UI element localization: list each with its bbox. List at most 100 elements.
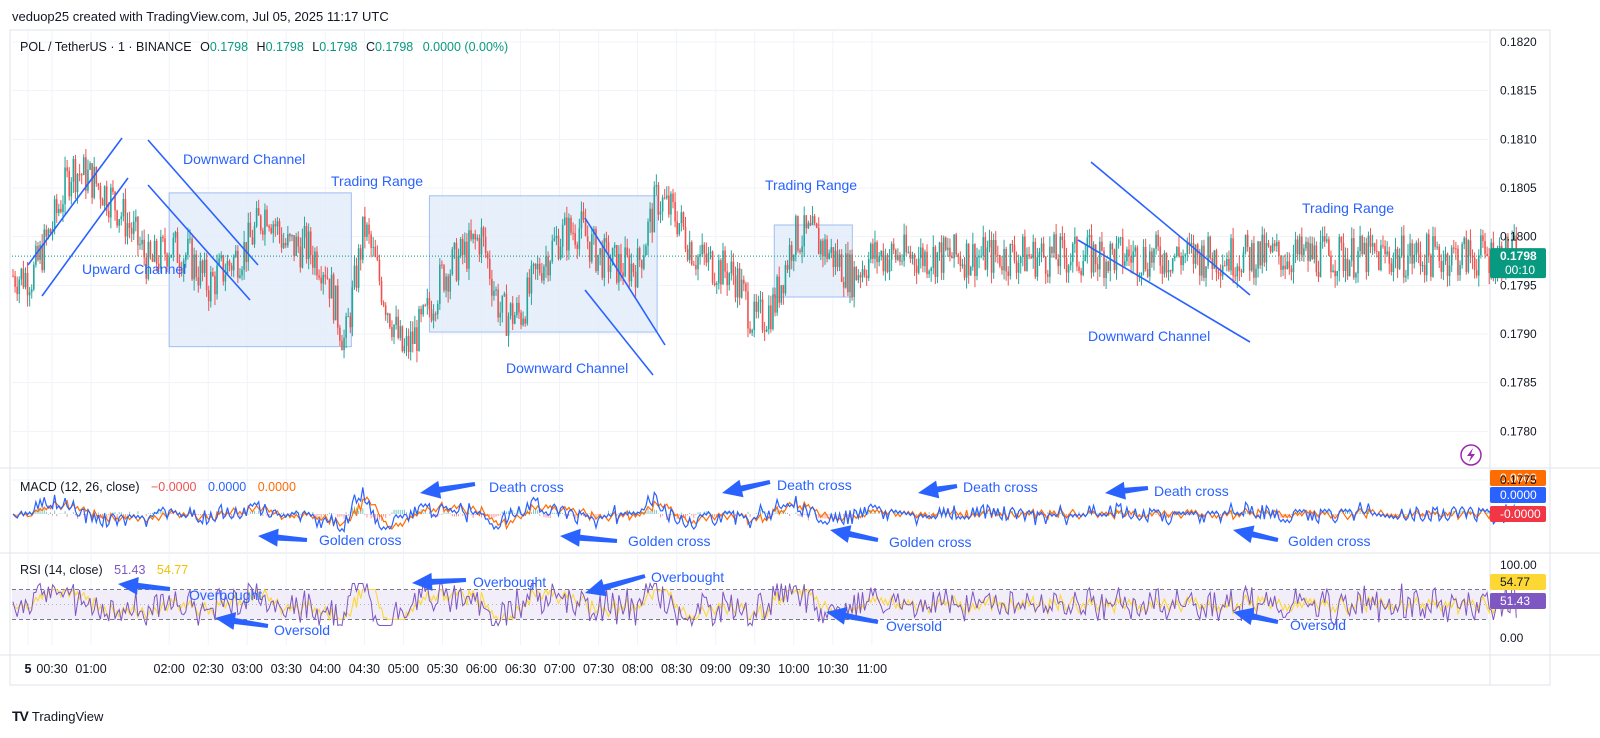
price-tick: 0.1800 <box>1500 230 1537 244</box>
candle-body <box>1080 270 1082 276</box>
candle-body <box>251 237 254 245</box>
rsi-tick: 100.00 <box>1500 558 1537 572</box>
channel-line <box>584 217 666 346</box>
candle-body <box>826 239 828 259</box>
candle-body <box>591 234 593 262</box>
footer-brand[interactable]: TV TradingView <box>12 708 103 724</box>
candle-body <box>1228 258 1230 271</box>
candle-body <box>1296 239 1299 255</box>
arrow-icon <box>585 574 646 597</box>
candle-body <box>1159 246 1162 266</box>
candle-body <box>751 330 753 333</box>
candle-body <box>711 251 714 283</box>
candle-body <box>640 260 643 269</box>
candle-body <box>1513 235 1515 240</box>
candle-body <box>638 248 641 261</box>
candle-body <box>1236 266 1239 277</box>
candle-body <box>1338 236 1341 272</box>
candle-body <box>618 254 620 283</box>
candle-body <box>1130 256 1132 263</box>
candle-body <box>234 250 237 257</box>
candle-body <box>867 259 870 279</box>
candle-body <box>220 255 223 259</box>
candle-body <box>312 255 314 268</box>
arrow-icon <box>830 525 879 543</box>
candle-body <box>193 254 195 280</box>
candle-body <box>561 224 564 247</box>
candle-body <box>318 275 320 278</box>
candle-body <box>788 245 791 270</box>
candle-body <box>443 265 445 291</box>
candle-body <box>811 216 814 225</box>
candle-body <box>874 242 876 259</box>
candle-body <box>455 242 458 281</box>
candle-body <box>68 170 71 197</box>
candle-body <box>865 275 868 279</box>
candle-body <box>378 259 381 281</box>
candle-body <box>609 265 612 272</box>
candle-body <box>897 255 899 260</box>
candle-body <box>532 263 535 266</box>
candle-body <box>663 197 666 199</box>
candle-body <box>1373 243 1376 251</box>
candle-body <box>574 233 576 245</box>
candle-body <box>566 217 568 251</box>
candle-body <box>836 250 839 267</box>
candle-body <box>718 260 720 284</box>
arrow-icon <box>1233 607 1279 626</box>
candle-body <box>337 285 339 328</box>
candle-body <box>399 326 402 338</box>
candle-body <box>961 264 964 266</box>
candle-body <box>64 167 66 205</box>
candle-body <box>1140 272 1143 277</box>
candle-body <box>97 183 100 187</box>
candle-body <box>859 275 862 278</box>
candle-body <box>782 285 785 294</box>
macd-legend-hist: −0.0000 <box>151 480 197 494</box>
candle-body <box>1380 245 1382 271</box>
candle-body <box>1040 243 1043 253</box>
candle-body <box>1153 248 1155 263</box>
candle-body <box>680 212 683 224</box>
candle-body <box>1267 243 1270 246</box>
candle-body <box>1157 234 1159 247</box>
candle-body <box>1319 241 1322 278</box>
rsi-legend-ma: 54.77 <box>157 563 188 577</box>
price-annotation: Downward Channel <box>183 151 305 167</box>
candle-body <box>1176 246 1178 257</box>
candle-body <box>928 271 930 275</box>
candle-body <box>884 255 887 272</box>
candle-body <box>401 326 404 352</box>
candle-body <box>834 250 837 268</box>
candle-body <box>447 276 449 292</box>
macd-pane: 0.0000 0.0000 -0.0000 <box>12 470 1546 534</box>
candle-body <box>482 227 485 237</box>
candle-body <box>1032 241 1035 259</box>
arrow-icon <box>1105 481 1149 500</box>
candle-body <box>461 239 464 255</box>
candle-body <box>915 265 918 273</box>
candle-body <box>405 336 408 346</box>
candle-body <box>1340 236 1343 243</box>
candle-body <box>370 234 372 248</box>
candle-body <box>1442 260 1445 272</box>
candle-body <box>922 247 924 267</box>
candle-body <box>551 240 554 262</box>
candle-body <box>241 269 243 276</box>
candle-body <box>603 238 606 278</box>
candle-body <box>1330 255 1332 273</box>
candle-body <box>1240 271 1243 273</box>
candle-body <box>919 247 922 259</box>
candle-body <box>738 268 741 298</box>
price-annotation: Downward Channel <box>506 360 628 376</box>
candle-body <box>784 264 787 294</box>
candle-body <box>22 268 25 288</box>
candle-body <box>599 248 601 255</box>
candle-body <box>559 246 562 259</box>
candle-body <box>947 247 949 250</box>
candle-body <box>95 166 98 184</box>
candle-body <box>259 215 262 231</box>
candle-body <box>1307 241 1309 261</box>
